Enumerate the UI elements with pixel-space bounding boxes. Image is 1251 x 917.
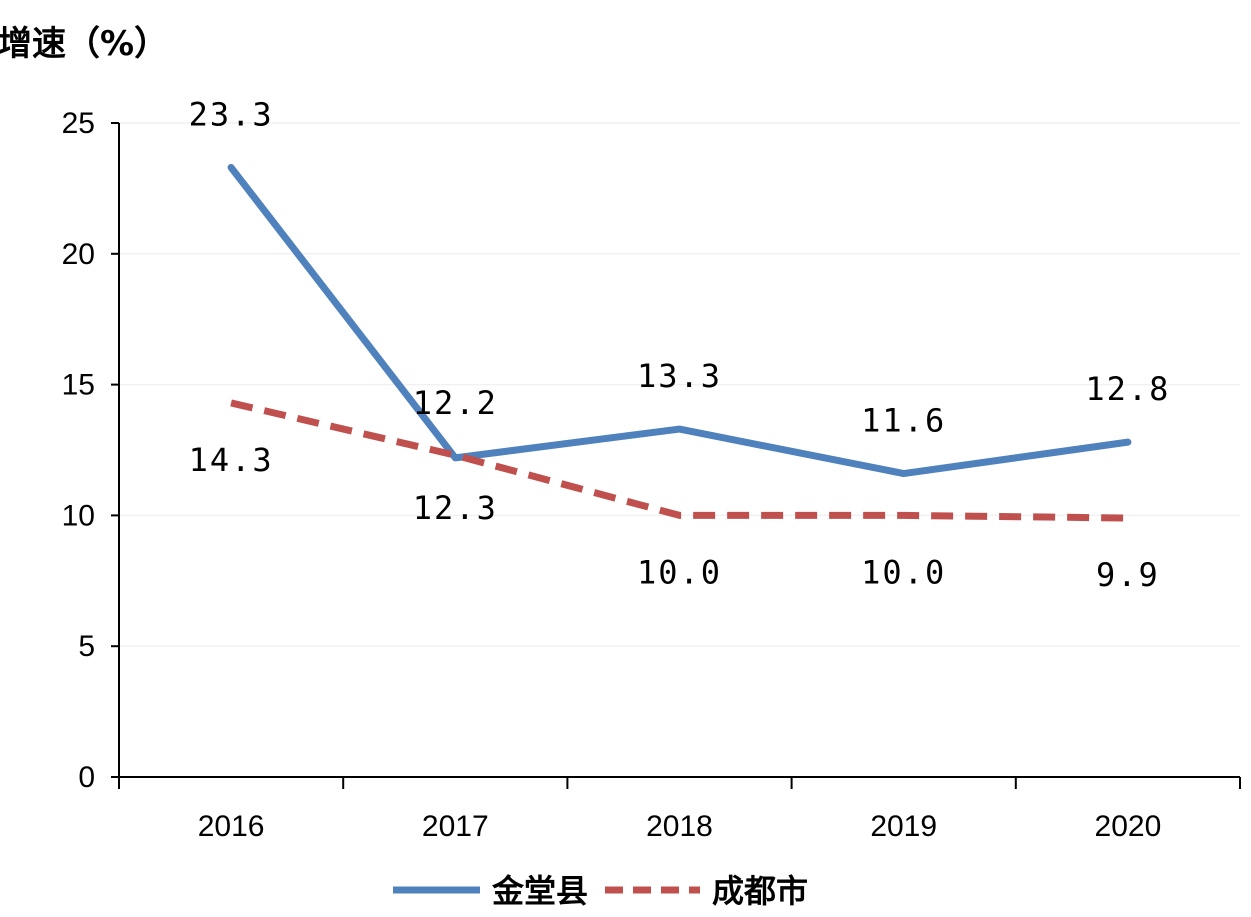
x-tick-label: 2020	[1095, 810, 1162, 843]
data-labels: 23.3 12.2 13.3 11.6 12.8 14.3 12.3 10.0 10.0 9.9	[189, 95, 1170, 594]
data-label: 11.6	[861, 402, 946, 440]
x-tick-label: 2019	[870, 810, 937, 843]
series-lines	[227, 163, 1132, 522]
y-tick-label: 15	[62, 369, 95, 402]
x-tick-label: 2016	[198, 810, 265, 843]
y-tick-label: 5	[78, 630, 95, 663]
x-tick-label: 2017	[422, 810, 489, 843]
series-line-1	[227, 163, 1132, 478]
y-tick-labels: 0 5 10 15 20 25	[62, 107, 95, 794]
y-tick-label: 25	[62, 107, 95, 140]
data-label: 12.2	[413, 384, 498, 422]
legend: 金堂县 成都市	[393, 872, 808, 910]
data-label: 14.3	[189, 441, 274, 479]
axes	[111, 122, 1241, 789]
data-label: 13.3	[637, 357, 722, 395]
data-label: 12.8	[1085, 370, 1170, 408]
data-label: 23.3	[189, 95, 274, 133]
y-axis-title: 增速（%）	[0, 24, 168, 64]
x-tick-labels: 2016 2017 2018 2019 2020	[198, 810, 1162, 843]
legend-label: 金堂县	[491, 872, 588, 910]
y-tick-label: 10	[62, 499, 95, 532]
y-tick-label: 20	[62, 238, 95, 271]
data-label: 9.9	[1096, 556, 1160, 594]
data-label: 12.3	[413, 489, 498, 527]
data-label: 10.0	[637, 553, 722, 591]
legend-label: 成都市	[712, 872, 808, 910]
x-tick-label: 2018	[646, 810, 713, 843]
y-tick-label: 0	[78, 761, 95, 794]
data-label: 10.0	[861, 553, 946, 591]
